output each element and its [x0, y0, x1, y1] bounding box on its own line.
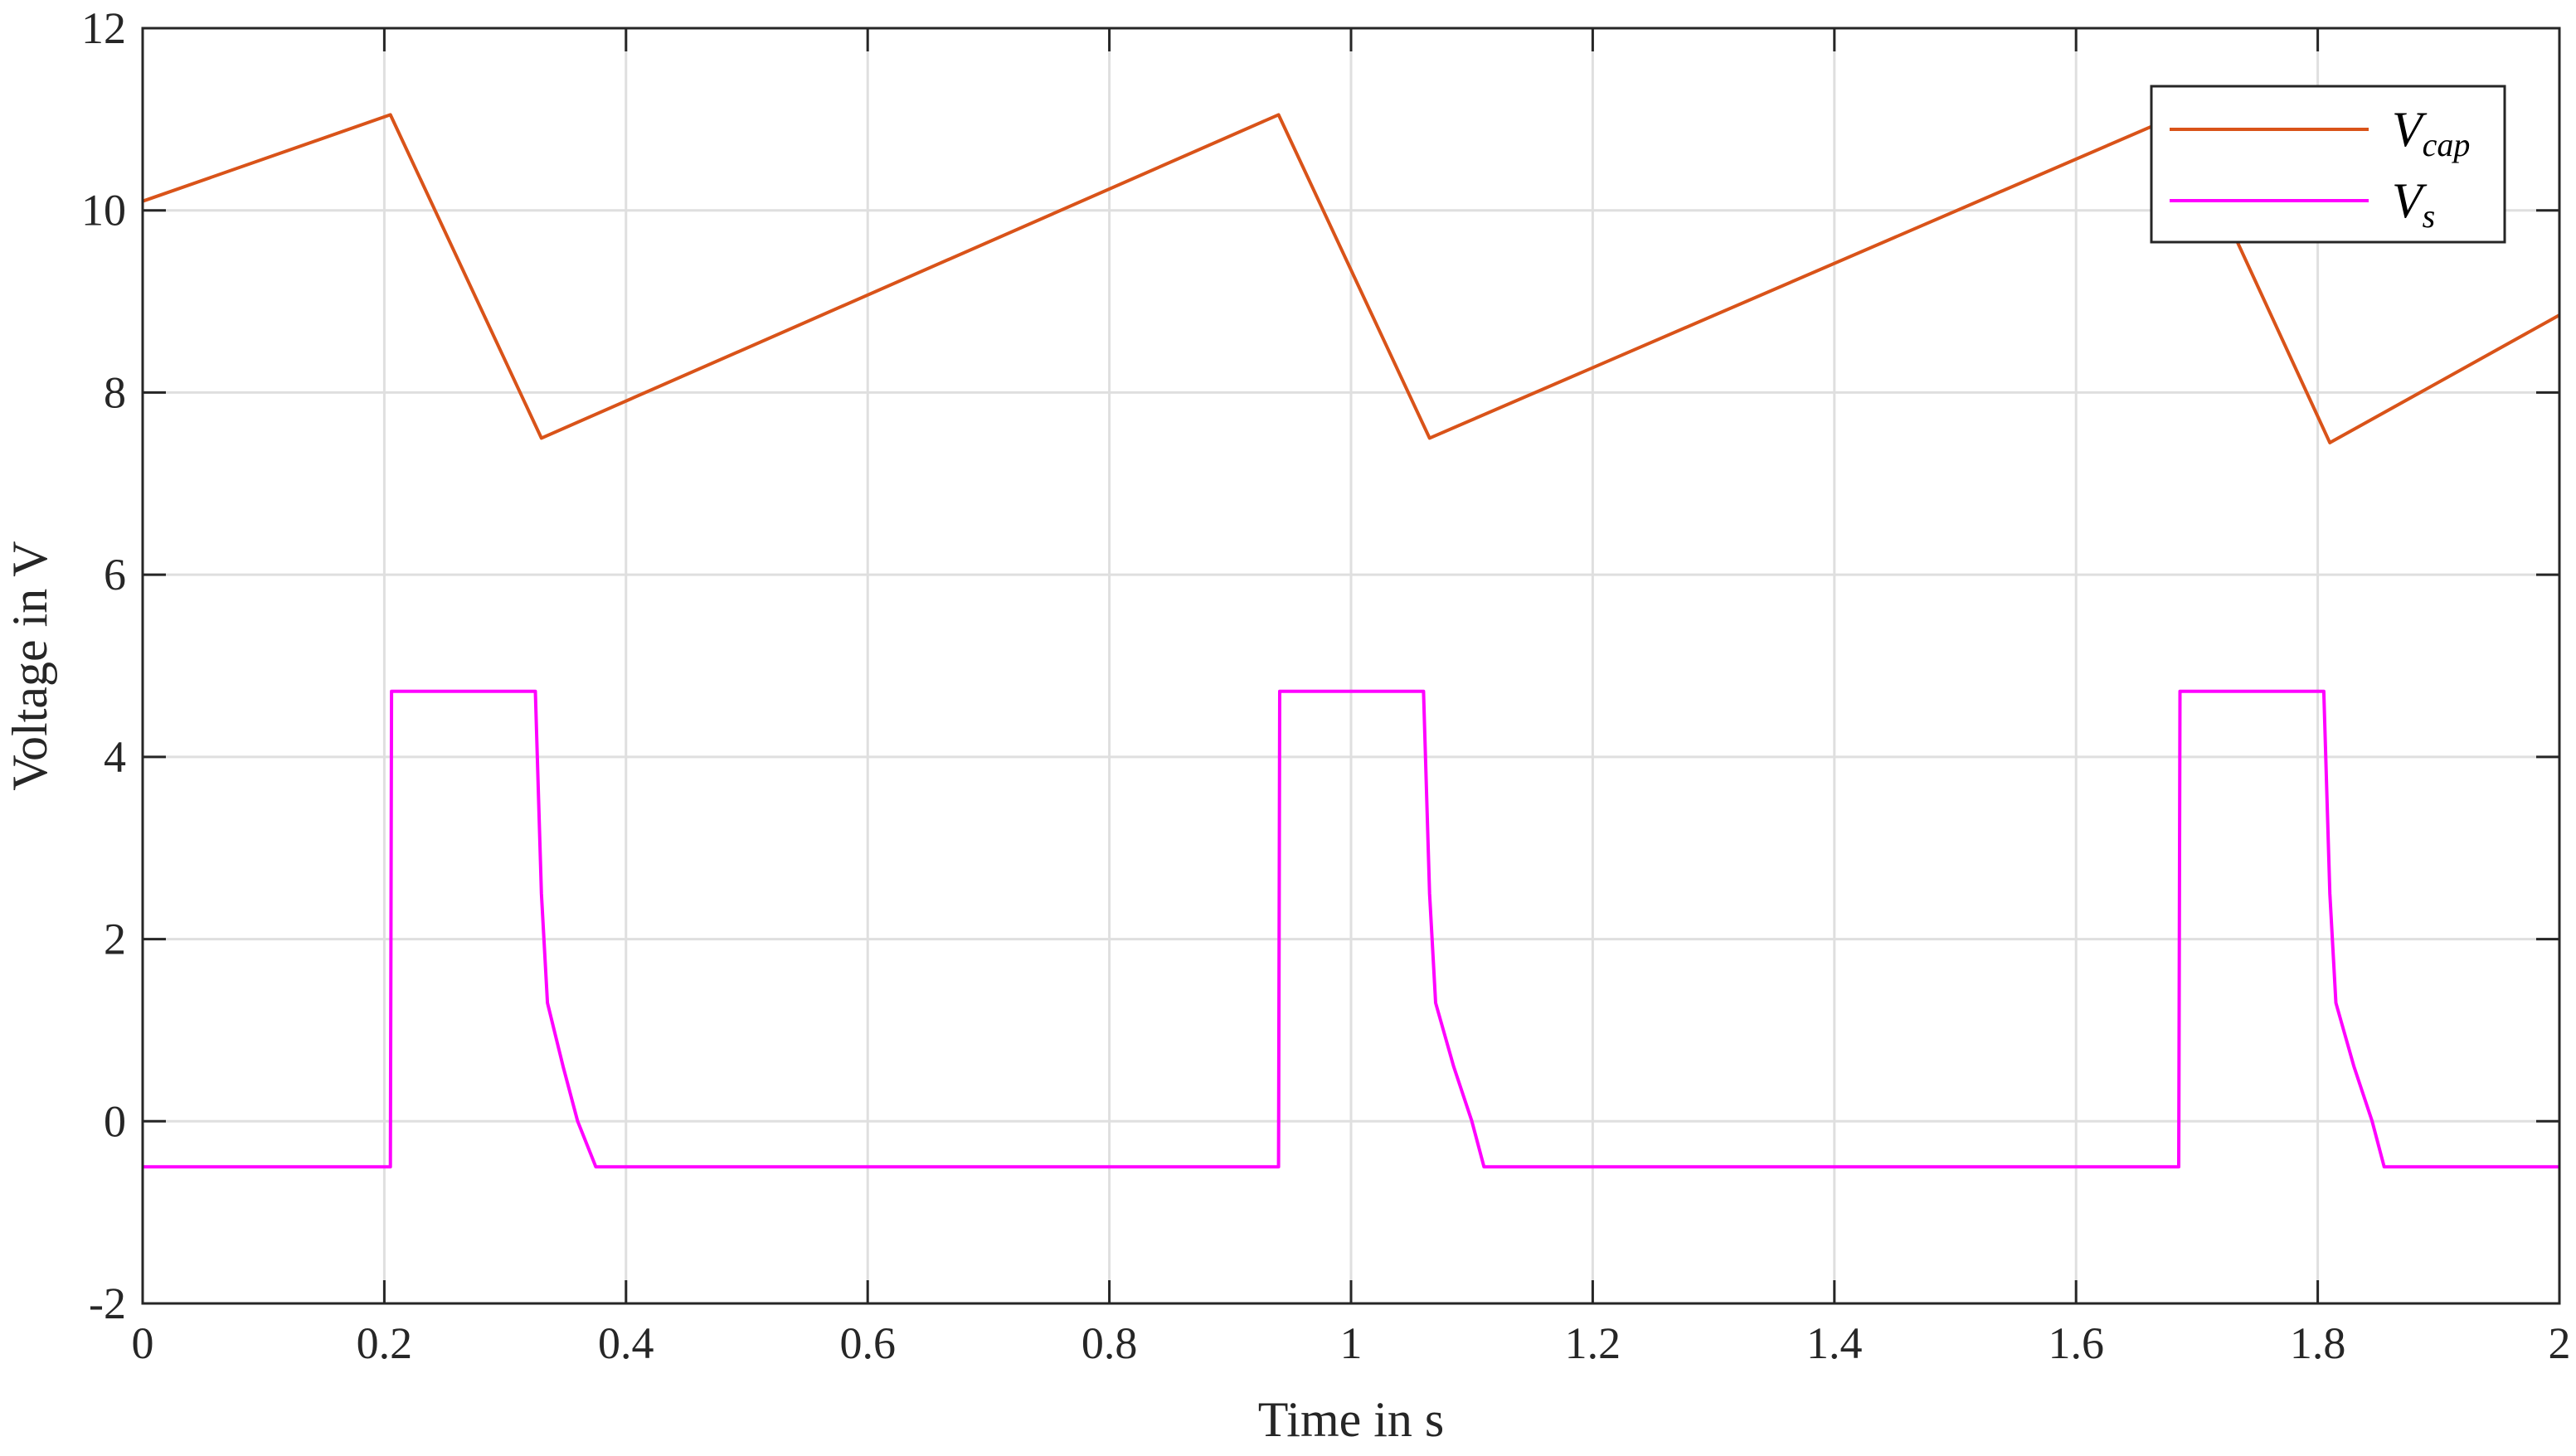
x-tick-label: 0.8 [1081, 1318, 1138, 1368]
x-tick-label: 1.6 [2048, 1318, 2104, 1368]
y-tick-label: 4 [104, 732, 126, 782]
x-tick-label: 2 [2549, 1318, 2571, 1368]
series-line-s [143, 689, 2559, 1169]
tick-marks [141, 27, 2561, 1305]
series-line-cap [142, 113, 2560, 444]
y-tick-label: -2 [89, 1279, 126, 1328]
legend: Vcap Vs [2150, 85, 2506, 244]
legend-label-vs: Vs [2392, 173, 2435, 235]
legend-label-vcap: Vcap [2392, 102, 2470, 163]
x-tick-label: 1.4 [1806, 1318, 1863, 1368]
x-tick-label: 0.6 [839, 1318, 896, 1368]
y-tick-label: 0 [104, 1096, 126, 1146]
y-tick-label: 8 [104, 367, 126, 417]
y-tick-label: 2 [104, 915, 126, 964]
x-tick-label: 0 [132, 1318, 154, 1368]
series-lines [142, 113, 2560, 1169]
x-axis-label: Time in s [1258, 1392, 1445, 1447]
x-tick-label: 0.2 [357, 1318, 413, 1368]
y-axis-label: Voltage in V [2, 541, 57, 790]
y-tick-label: 10 [81, 186, 126, 235]
x-tick-label: 1.2 [1565, 1318, 1621, 1368]
y-tick-label: 12 [81, 3, 126, 53]
x-tick-label: 1 [1340, 1318, 1363, 1368]
y-tick-label: 6 [104, 550, 126, 599]
legend-box [2150, 85, 2506, 244]
x-tick-label: 0.4 [598, 1318, 654, 1368]
x-tick-label: 1.8 [2290, 1318, 2346, 1368]
